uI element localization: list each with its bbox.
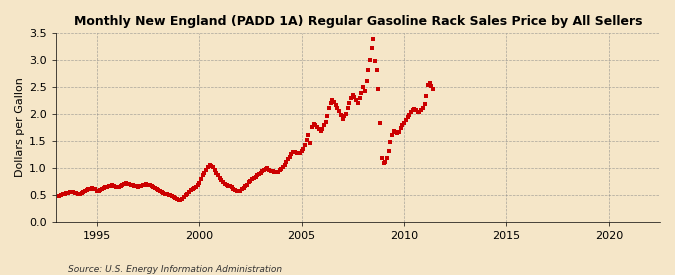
Y-axis label: Dollars per Gallon: Dollars per Gallon bbox=[15, 78, 25, 177]
Text: Source: U.S. Energy Information Administration: Source: U.S. Energy Information Administ… bbox=[68, 265, 281, 274]
Title: Monthly New England (PADD 1A) Regular Gasoline Rack Sales Price by All Sellers: Monthly New England (PADD 1A) Regular Ga… bbox=[74, 15, 642, 28]
